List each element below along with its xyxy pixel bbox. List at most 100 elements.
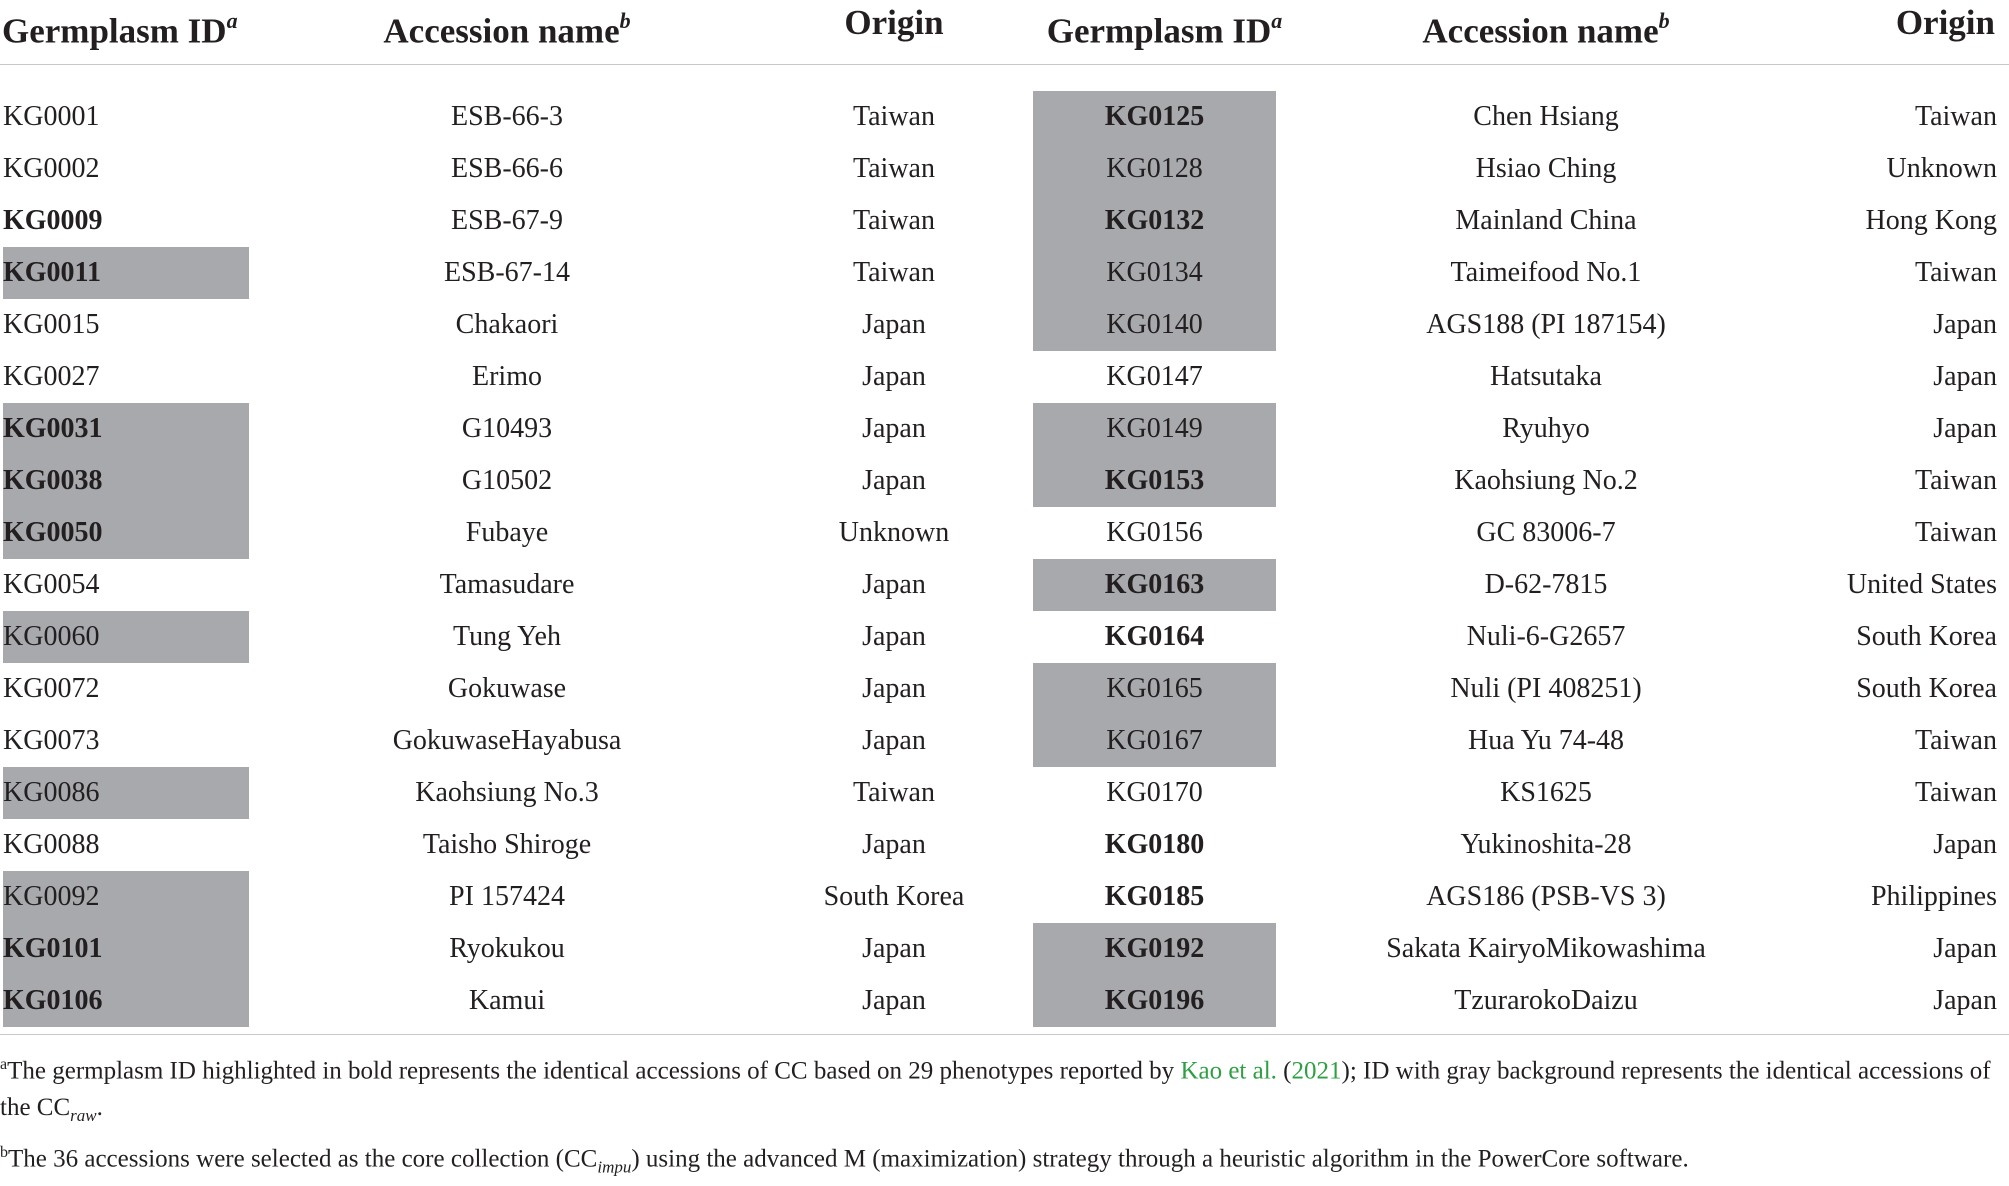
header-origin-left: Origin [758,0,1030,65]
left-origin: Unknown [838,517,950,548]
left-germplasm-id-cell: KG0038 [0,455,256,507]
header-row: Germplasm IDa Accession nameb Origin Ger… [0,0,2009,65]
right-germplasm-id-cell: KG0147 [1030,351,1299,403]
right-germplasm-id-cell: KG0165 [1030,663,1299,715]
right-germplasm-id-cell: KG0132 [1030,195,1299,247]
left-germplasm-id-cell: KG0054 [0,559,256,611]
germplasm-id: KG0073 [3,725,100,756]
left-origin: Japan [862,309,926,340]
germplasm-id: KG0011 [3,247,249,299]
left-accession-name: Kamui [468,985,546,1016]
header-germplasm-id-right: Germplasm IDa [1030,0,1299,65]
right-origin: Japan [1933,933,1997,964]
header-accession-name-right: Accession nameb [1299,0,1793,65]
left-germplasm-id-cell: KG0009 [0,195,256,247]
right-origin: United States [1846,569,1997,600]
citation-author-link[interactable]: Kao et al. [1180,1057,1277,1085]
right-accession-name: Nuli (PI 408251) [1450,673,1642,704]
right-accession-name: Hua Yu 74-48 [1467,725,1625,756]
right-germplasm-id-cell: KG0156 [1030,507,1299,559]
table-row: KG0038 G10502 Japan KG0153 Kaohsiung No.2 Tai… [0,455,2009,507]
left-accession-name: Kaohsiung No.3 [415,777,599,808]
right-origin: Hong Kong [1865,205,1997,236]
right-accession-name: D-62-7815 [1484,569,1608,600]
citation-year-link[interactable]: 2021 [1291,1057,1342,1085]
right-germplasm-id-cell: KG0128 [1030,143,1299,195]
germplasm-id: KG0132 [1033,195,1276,247]
left-origin: Japan [862,933,926,964]
left-origin: Japan [862,725,926,756]
table-row: KG0086 Kaohsiung No.3 Taiwan KG0170 KS1625 Ta… [0,767,2009,819]
germplasm-id: KG0147 [1106,361,1203,392]
germplasm-id: KG0149 [1033,403,1276,455]
germplasm-table: Germplasm IDa Accession nameb Origin Ger… [0,0,2009,1036]
germplasm-id: KG0038 [3,455,249,507]
right-accession-name: Yukinoshita-28 [1460,829,1632,860]
left-accession-name: GokuwaseHayabusa [392,725,622,756]
table-row: KG0101 Ryokukou Japan KG0192 Sakata KairyoMi… [0,923,2009,975]
right-germplasm-id-cell: KG0180 [1030,819,1299,871]
left-germplasm-id-cell: KG0072 [0,663,256,715]
header-germplasm-id-left: Germplasm IDa [0,0,256,65]
table-row: KG0092 PI 157424 South Korea KG0185 AGS186 (… [0,871,2009,923]
right-accession-name: Chen Hsiang [1473,101,1619,132]
right-germplasm-id-cell: KG0164 [1030,611,1299,663]
left-accession-name: Ryokukou [449,933,565,964]
germplasm-id: KG0002 [3,153,100,184]
table-row: KG0050 Fubaye Unknown KG0156 GC 83006-7 Taiwa… [0,507,2009,559]
left-accession-name: Fubaye [465,517,549,548]
table-row: KG0054 Tamasudare Japan KG0163 D-62-7815 Unit… [0,559,2009,611]
germplasm-id: KG0031 [3,403,249,455]
left-germplasm-id-cell: KG0001 [0,65,256,144]
left-origin: Japan [862,569,926,600]
left-origin: Japan [862,361,926,392]
header-origin-right: Origin [1793,0,2009,65]
right-origin: Taiwan [1914,101,1997,132]
left-germplasm-id-cell: KG0011 [0,247,256,299]
right-accession-name: AGS186 (PSB-VS 3) [1426,881,1666,912]
germplasm-id: KG0192 [1033,923,1276,975]
footnote-a: aThe germplasm ID highlighted in bold re… [0,1056,1991,1126]
left-germplasm-id-cell: KG0031 [0,403,256,455]
germplasm-id: KG0125 [1033,91,1276,143]
left-germplasm-id-cell: KG0092 [0,871,256,923]
left-accession-name: G10493 [461,413,553,444]
table-row: KG0072 Gokuwase Japan KG0165 Nuli (PI 408251… [0,663,2009,715]
germplasm-id: KG0060 [3,611,249,663]
table-row: KG0060 Tung Yeh Japan KG0164 Nuli-6-G2657 Sou… [0,611,2009,663]
left-germplasm-id-cell: KG0101 [0,923,256,975]
germplasm-id: KG0185 [1104,881,1205,912]
germplasm-id: KG0164 [1104,621,1205,652]
left-germplasm-id-cell: KG0086 [0,767,256,819]
right-accession-name: Hatsutaka [1490,361,1602,392]
right-origin: South Korea [1856,621,1997,652]
left-origin: Taiwan [852,205,935,236]
table-row: KG0088 Taisho Shiroge Japan KG0180 Yukinoshi… [0,819,2009,871]
table-body: KG0001 ESB-66-3 Taiwan KG0125 Chen Hsiang Tai… [0,65,2009,1036]
germplasm-id: KG0180 [1104,829,1205,860]
table-row: KG0106 Kamui Japan KG0196 TzurarokoDaizu Japa… [0,975,2009,1035]
left-origin: South Korea [823,881,965,912]
germplasm-id: KG0054 [3,569,100,600]
footnote-b: bThe 36 accessions were selected as the … [0,1144,1689,1177]
left-origin: Japan [862,673,926,704]
table-bottom-rule [0,1034,2009,1035]
left-accession-name: G10502 [461,465,553,496]
left-accession-name: ESB-66-6 [451,153,563,184]
left-origin: Japan [862,829,926,860]
germplasm-id: KG0153 [1033,455,1276,507]
left-germplasm-id-cell: KG0015 [0,299,256,351]
right-origin: Unknown [1886,153,1997,184]
left-accession-name: Tamasudare [439,569,575,600]
germplasm-id: KG0163 [1033,559,1276,611]
left-origin: Taiwan [852,777,935,808]
left-germplasm-id-cell: KG0073 [0,715,256,767]
germplasm-id: KG0001 [3,101,100,132]
right-germplasm-id-cell: KG0140 [1030,299,1299,351]
right-germplasm-id-cell: KG0185 [1030,871,1299,923]
left-accession-name: ESB-67-9 [451,205,563,236]
left-germplasm-id-cell: KG0088 [0,819,256,871]
right-germplasm-id-cell: KG0167 [1030,715,1299,767]
table-row: KG0073 GokuwaseHayabusa Japan KG0167 Hua Yu … [0,715,2009,767]
germplasm-id: KG0106 [3,975,249,1027]
